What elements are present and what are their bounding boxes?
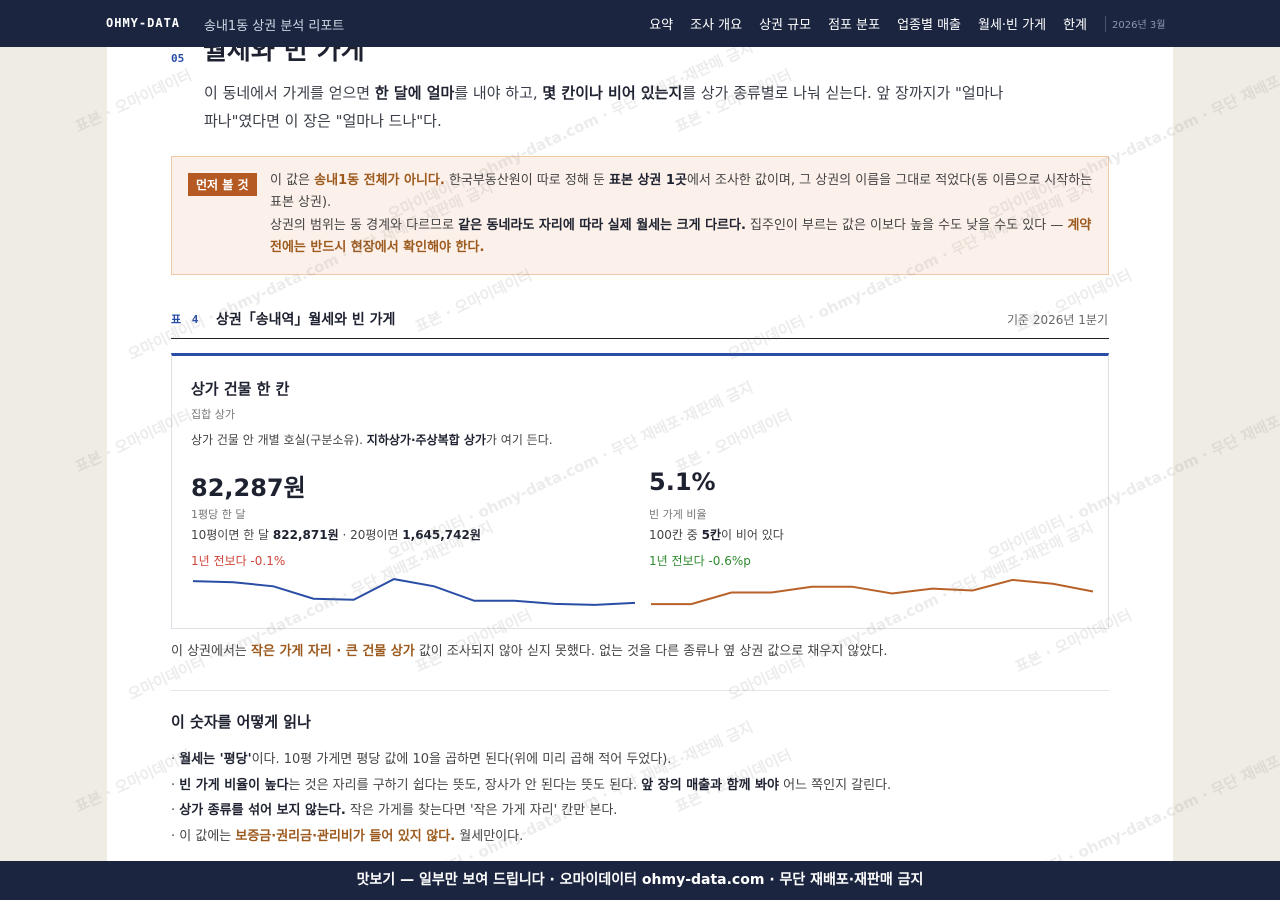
sparkline-line (192, 578, 636, 606)
text-run: 월세만이다. (455, 829, 524, 845)
text-run: 값이 조사되지 않아 싣지 못했다. 없는 것을 다른 종류나 옆 상권 값으로… (414, 644, 888, 659)
text-run: 빈 가게 비율이 높다 (179, 777, 289, 793)
notice-text: 이 값은 송내1동 전체가 아니다. 한국부동산원이 따로 정해 둔 표본 상권… (270, 170, 1096, 214)
text-run: 보증금·권리금·관리비가 들어 있지 않다. (235, 829, 456, 845)
text-run: 이 동네에서 가게를 얻으면 (204, 84, 375, 102)
text-run: · (171, 803, 180, 819)
divider (171, 690, 1109, 691)
nav-link[interactable]: 요약 (649, 18, 674, 33)
report-date: 2026년 3월 (1105, 16, 1165, 32)
nav-link[interactable]: 업종별 매출 (897, 18, 961, 33)
notice-badge: 먼저 볼 것 (188, 173, 257, 196)
metric-value: 5.1% (649, 468, 716, 496)
howto-item: · 이 값에는 보증금·권리금·관리비가 들어 있지 않다. 월세만이다. (171, 825, 523, 844)
notice-text: 상권의 범위는 동 경계와 다르므로 같은 동네라도 자리에 따라 실제 월세는… (270, 215, 1096, 259)
table-label: 표 4 (171, 313, 201, 326)
nav-link[interactable]: 점포 분포 (828, 18, 881, 33)
text-run: 가 여기 든다. (485, 433, 553, 447)
text-run: 상가 건물 안 개별 호실(구분소유). (191, 433, 367, 447)
metric-label: 빈 가게 비율 (649, 508, 707, 521)
text-run: 를 상가 종류별로 나눠 싣는다. 앞 장까지가 "얼마나 파나"였다면 이 장… (204, 84, 1004, 130)
brand[interactable]: OHMY-DATA (106, 16, 181, 30)
report-title: 송내1동 상권 분석 리포트 (204, 19, 345, 34)
notice: 먼저 볼 것 이 값은 송내1동 전체가 아니다. 한국부동산원이 따로 정해 … (171, 156, 1109, 275)
top-bar: OHMY-DATA 송내1동 상권 분석 리포트 요약 조사 개요 상권 규모 점포 … (0, 0, 1280, 47)
text-run: 작은 가게를 찾는다면 '작은 가게 자리' 칸만 본다. (345, 803, 618, 819)
nav-link[interactable]: 조사 개요 (690, 18, 743, 33)
text-run: · 20평이면 (338, 528, 403, 542)
nav-link[interactable]: 월세·빈 가게 (978, 18, 1047, 33)
nav-link[interactable]: 한계 (1063, 18, 1087, 33)
sparkline (192, 578, 636, 606)
intro: 이 동네에서 가게를 얻으면 한 달에 얼마를 내야 하고, 몇 칸이나 비어 … (204, 79, 1004, 135)
note: 이 상권에서는 작은 가게 자리 · 큰 건물 상가 값이 조사되지 않아 싣지… (171, 640, 887, 659)
metric-detail: 10평이면 한 달 822,871원 · 20평이면 1,645,742원 (191, 526, 636, 552)
nav: 요약 조사 개요 상권 규모 점포 분포 업종별 매출 월세·빈 가게 한계 (649, 14, 1087, 33)
howto-item: · 월세는 '평당'이다. 10평 가게면 평당 값에 10을 곱하면 된다(위… (171, 748, 671, 767)
sparkline-line (651, 578, 1094, 606)
text-run: 이 비어 있다 (721, 528, 784, 542)
text-run: 5칸 (701, 528, 722, 542)
text-run: 한 달에 얼마 (374, 84, 455, 102)
text-run: 상권의 범위는 동 경계와 다르므로 (270, 218, 459, 233)
text-run: 계약 전에는 반드시 현장에서 확인해야 한다. (270, 218, 1092, 255)
text-run: 몇 칸이나 비어 있는지 (542, 84, 683, 102)
howto-title: 이 숫자를 어떻게 읽나 (171, 713, 311, 731)
text-run: 어느 쪽인지 갈린다. (778, 777, 892, 793)
text-run: 표본 상권 1곳 (609, 173, 687, 188)
howto-item: · 빈 가게 비율이 높다는 것은 자리를 구하기 쉽다는 뜻도, 장사가 안 … (171, 774, 891, 793)
text-run: 한국부동산원이 따로 정해 둔 (444, 173, 610, 188)
nav-link[interactable]: 상권 규모 (759, 18, 812, 33)
text-run: 10평이면 한 달 (191, 528, 273, 542)
metric-change: 1년 전보다 -0.6%p (649, 554, 751, 568)
text-run: 집주인이 부르는 값은 이보다 높을 수도 낮을 수도 있다 — (745, 218, 1068, 233)
card: 상가 건물 한 칸 집합 상가 상가 건물 안 개별 호실(구분소유). 지하상… (171, 353, 1109, 629)
text-run: · 이 값에는 (171, 829, 236, 845)
text-run: 100칸 중 (649, 528, 702, 542)
section-number: 05 (171, 52, 185, 65)
text-run: 822,871원 (272, 528, 339, 542)
text-run: 이 상권에서는 (171, 644, 252, 659)
sparkline (651, 578, 1094, 606)
content: 05 월세와 빈 가게 이 동네에서 가게를 얻으면 한 달에 얼마를 내야 하… (107, 0, 1173, 900)
text-run: 같은 동네라도 자리에 따라 실제 월세는 크게 다르다. (458, 218, 746, 233)
text-run: 이 값은 (270, 173, 315, 188)
divider (171, 338, 1109, 339)
metric: 5.1% 빈 가게 비율 100칸 중 5칸이 비어 있다 1년 전보다 -0.6%p (649, 468, 1094, 610)
table-title: 상권「송내역」월세와 빈 가게 (216, 312, 396, 328)
text-run: 송내1동 전체가 아니다. (314, 173, 445, 188)
metric-change: 1년 전보다 -0.1% (191, 554, 286, 568)
text-run: 이다. 10평 가게면 평당 값에 10을 곱하면 된다(위에 미리 곱해 적어… (251, 752, 672, 767)
text-run: 를 내야 하고, (454, 84, 543, 102)
card-title: 상가 건물 한 칸 (191, 380, 290, 398)
metric: 82,287원 1평당 한 달 10평이면 한 달 822,871원 · 20평이면… (191, 468, 636, 610)
text-run: 1,645,742원 (402, 528, 481, 542)
metric-detail: 100칸 중 5칸이 비어 있다 (649, 526, 1094, 552)
text-run: 지하상가·주상복합 상가 (366, 433, 486, 447)
metric-value: 82,287원 (191, 474, 306, 502)
text-run: 는 것은 자리를 구하기 쉽다는 뜻도, 장사가 안 된다는 뜻도 된다. (288, 777, 642, 793)
text-run: 월세는 '평당' (179, 752, 252, 767)
text-run: 상가 종류를 섞어 보지 않는다. (179, 803, 346, 819)
card-description: 상가 건물 안 개별 호실(구분소유). 지하상가·주상복합 상가가 여기 든다… (191, 431, 553, 448)
text-run: · (171, 752, 180, 767)
text-run: 작은 가게 자리 · 큰 건물 상가 (251, 644, 415, 659)
howto-item: · 상가 종류를 섞어 보지 않는다. 작은 가게를 찾는다면 '작은 가게 자… (171, 799, 617, 818)
text-run: 에서 조사한 값이며, 그 상권의 이름을 그대로 적었다(동 이름으로 시작하… (270, 173, 1093, 210)
card-subtitle: 집합 상가 (191, 408, 235, 421)
footer: 맛보기 — 일부만 보여 드립니다 · 오마이데이터 ohmy-data.com… (0, 861, 1280, 900)
metric-label: 1평당 한 달 (191, 508, 246, 521)
table-basis: 기준 2026년 1분기 (1006, 313, 1108, 327)
text-run: · (171, 777, 180, 793)
text-run: 앞 장의 매출과 함께 봐야 (641, 777, 779, 793)
